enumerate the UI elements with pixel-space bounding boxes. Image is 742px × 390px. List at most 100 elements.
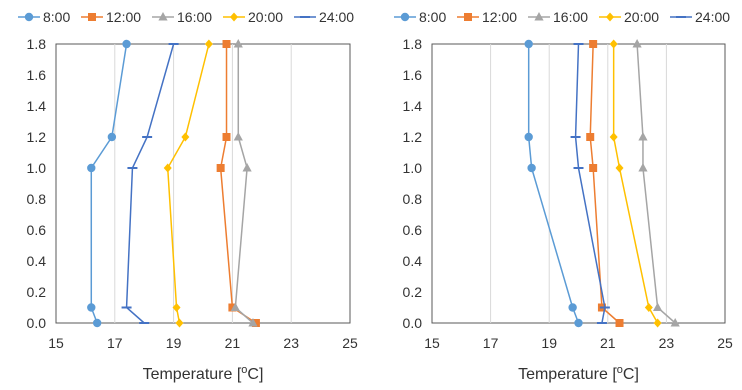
data-point-8:00 <box>87 303 96 312</box>
x-tick-label: 23 <box>659 335 675 351</box>
x-tick-label: 17 <box>107 335 123 351</box>
data-point-20:00 <box>653 318 662 328</box>
data-point-12:00 <box>216 164 225 172</box>
data-point-8:00 <box>92 318 102 328</box>
series-line-16:00 <box>234 44 254 324</box>
data-point-16:00 <box>632 39 642 48</box>
data-point-20:00 <box>609 132 618 142</box>
y-tick-label: 1.6 <box>27 67 47 83</box>
data-point-20:00 <box>181 132 190 142</box>
legend-marker <box>606 12 614 22</box>
legend-entry: 20:00 <box>624 9 659 25</box>
chart-2: 15 17 19 21 23 25 0.0 0.2 0.4 0.6 0.8 1.0 1.2 1.4 1.6 1… <box>394 9 733 383</box>
x-tick-label: 19 <box>541 335 557 351</box>
y-tick-label: 0.6 <box>403 222 423 238</box>
y-tick-label: 0.8 <box>403 191 423 207</box>
y-tick-label: 1.8 <box>403 36 423 52</box>
y-tick-label: 0.8 <box>27 191 47 207</box>
x-tick-label: 19 <box>166 335 182 351</box>
data-point-12:00 <box>615 319 624 327</box>
data-point-8:00 <box>524 39 533 49</box>
data-point-16:00 <box>638 132 648 141</box>
data-point-16:00 <box>233 39 243 48</box>
x-axis-label-end: C] <box>623 366 639 383</box>
data-point-16:00 <box>653 302 663 311</box>
x-tick-label: 17 <box>483 335 499 351</box>
data-point-20:00 <box>175 318 184 328</box>
data-point-8:00 <box>524 132 533 142</box>
data-point-12:00 <box>589 40 598 48</box>
data-point-8:00 <box>568 303 577 312</box>
x-axis-label-text: Temperature [ <box>518 366 617 383</box>
legend-marker <box>464 13 472 21</box>
data-point-12:00 <box>222 133 231 141</box>
y-tick-label: 1.0 <box>27 160 47 176</box>
data-point-8:00 <box>574 318 583 328</box>
data-point-12:00 <box>222 40 231 48</box>
y-tick-label: 0.4 <box>27 253 47 269</box>
legend-entry: 8:00 <box>43 9 70 25</box>
y-tick-label: 0.6 <box>27 222 47 238</box>
series-line-12:00 <box>589 43 621 324</box>
x-tick-label: 25 <box>717 335 733 351</box>
x-axis-label-text: Temperature [ <box>143 366 242 383</box>
legend-marker <box>88 13 96 21</box>
data-point-16:00 <box>230 302 240 311</box>
series-line-24:00 <box>574 43 606 324</box>
x-axis-label-sup: o <box>617 364 623 376</box>
legend-entry: 16:00 <box>553 9 588 25</box>
data-point-16:00 <box>670 318 680 327</box>
data-point-12:00 <box>589 164 598 172</box>
x-axis-label-end: C] <box>247 366 263 383</box>
y-tick-label: 1.4 <box>27 98 47 114</box>
y-tick-label: 1.0 <box>403 160 423 176</box>
series-line-24:00 <box>125 43 175 324</box>
legend-entry: 20:00 <box>248 9 283 25</box>
y-tick-label: 0.4 <box>403 253 423 269</box>
data-point-20:00 <box>163 163 172 173</box>
data-point-8:00 <box>527 163 536 173</box>
y-tick-label: 0.0 <box>403 315 423 331</box>
y-tick-label: 1.2 <box>27 129 47 145</box>
data-point-8:00 <box>122 39 131 49</box>
data-point-20:00 <box>609 39 618 49</box>
y-tick-label: 1.4 <box>403 98 423 114</box>
series-line-8:00 <box>90 43 128 324</box>
x-tick-label: 15 <box>424 335 440 351</box>
legend-entry: 24:00 <box>695 9 730 25</box>
y-tick-label: 0.2 <box>27 284 47 300</box>
data-point-16:00 <box>638 163 648 172</box>
series-line-20:00 <box>612 44 659 324</box>
y-tick-label: 0.2 <box>403 284 423 300</box>
x-axis-label-sup: o <box>241 364 247 376</box>
legend-entry: 24:00 <box>319 9 354 25</box>
data-point-12:00 <box>586 133 595 141</box>
x-tick-label: 21 <box>225 335 241 351</box>
data-point-20:00 <box>172 303 181 312</box>
data-point-20:00 <box>204 39 213 49</box>
legend-marker <box>400 12 410 22</box>
x-tick-label: 15 <box>48 335 64 351</box>
legend-entry: 12:00 <box>106 9 141 25</box>
data-point-16:00 <box>233 132 243 141</box>
data-point-16:00 <box>242 163 252 172</box>
y-tick-label: 1.6 <box>403 67 423 83</box>
legend-entry: 12:00 <box>482 9 517 25</box>
x-tick-label: 25 <box>342 335 358 351</box>
legend-marker <box>534 12 544 21</box>
plot-frame <box>431 43 726 324</box>
y-tick-label: 1.2 <box>403 129 423 145</box>
y-tick-label: 1.8 <box>27 36 47 52</box>
data-point-8:00 <box>87 163 96 173</box>
data-point-20:00 <box>644 303 653 312</box>
x-tick-label: 21 <box>600 335 616 351</box>
legend-marker <box>158 12 168 21</box>
legend-entry: 16:00 <box>177 9 212 25</box>
data-point-8:00 <box>107 132 117 142</box>
y-tick-label: 0.0 <box>27 315 47 331</box>
data-point-16:00 <box>248 318 258 327</box>
data-point-12:00 <box>228 303 237 312</box>
legend-entry: 8:00 <box>419 9 446 25</box>
